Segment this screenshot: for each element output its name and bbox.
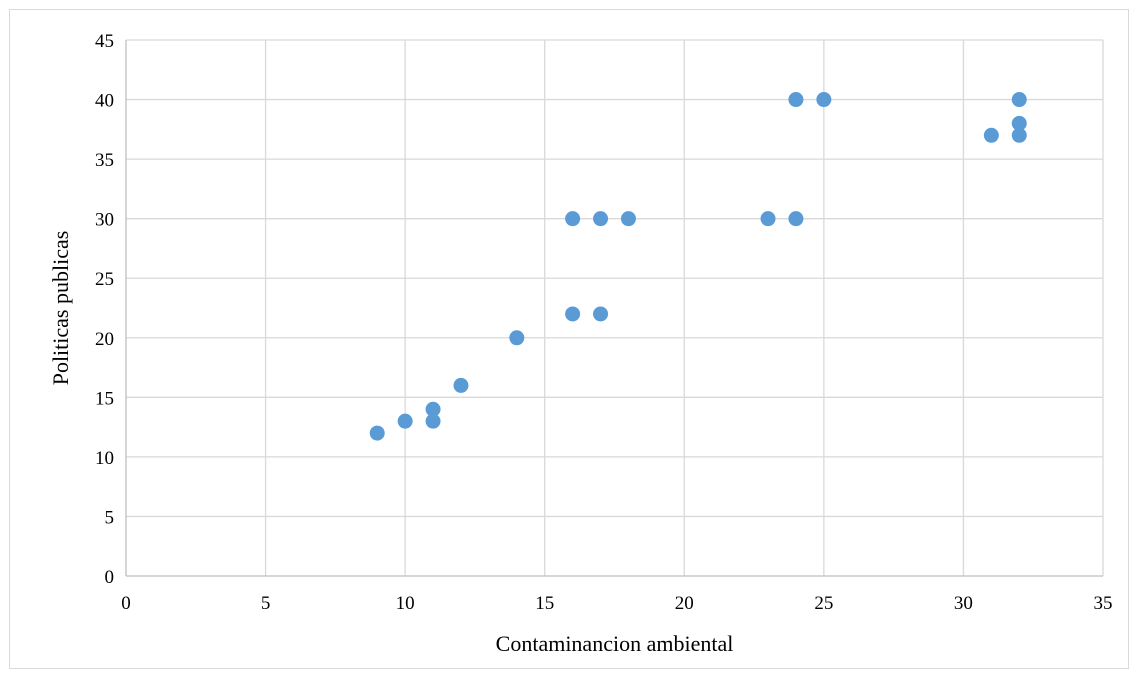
y-axis-title: Politicas publicas xyxy=(48,231,73,386)
data-point xyxy=(397,413,413,429)
y-tick-labels: 0 5 10 15 20 25 30 35 40 45 xyxy=(95,31,114,588)
data-point xyxy=(760,211,776,227)
y-tick-label: 10 xyxy=(95,448,114,469)
data-point xyxy=(788,92,804,108)
data-point xyxy=(620,211,636,227)
data-point xyxy=(425,401,441,417)
data-point xyxy=(593,306,609,322)
data-point xyxy=(593,211,609,227)
data-point xyxy=(565,306,581,322)
data-point xyxy=(453,377,469,393)
x-tick-labels: 0 5 10 15 20 25 30 35 xyxy=(121,593,1112,614)
y-tick-label: 25 xyxy=(95,269,114,290)
axes xyxy=(125,40,1103,577)
x-tick-label: 25 xyxy=(814,593,833,614)
y-tick-label: 0 xyxy=(105,567,115,588)
data-point xyxy=(983,127,999,143)
x-tick-label: 30 xyxy=(954,593,973,614)
gridlines xyxy=(126,39,1104,576)
x-tick-label: 10 xyxy=(396,593,415,614)
y-tick-label: 35 xyxy=(95,150,114,171)
x-tick-label: 20 xyxy=(675,593,694,614)
data-points xyxy=(369,92,1027,441)
data-point xyxy=(1011,127,1027,143)
y-tick-label: 5 xyxy=(105,507,115,528)
y-tick-label: 15 xyxy=(95,388,114,409)
chart-area: 0 5 10 15 20 25 30 35 0 5 10 15 20 25 30 35 40 45 Contam… xyxy=(9,9,1129,669)
x-tick-label: 5 xyxy=(261,593,271,614)
data-point xyxy=(788,211,804,227)
y-tick-label: 30 xyxy=(95,210,114,231)
data-point xyxy=(565,211,581,227)
x-tick-label: 35 xyxy=(1094,593,1113,614)
x-axis-title: Contaminancion ambiental xyxy=(496,631,734,656)
y-tick-label: 45 xyxy=(95,31,114,52)
data-point xyxy=(1011,115,1027,131)
data-point xyxy=(369,425,385,441)
x-tick-label: 15 xyxy=(535,593,554,614)
data-point xyxy=(425,413,441,429)
scatter-chart: 0 5 10 15 20 25 30 35 0 5 10 15 20 25 30 35 40 45 Contam… xyxy=(48,31,1113,656)
data-point xyxy=(816,92,832,108)
y-tick-label: 40 xyxy=(95,91,114,112)
data-point xyxy=(1011,92,1027,108)
x-tick-label: 0 xyxy=(121,593,131,614)
data-point xyxy=(509,330,525,346)
y-tick-label: 20 xyxy=(95,329,114,350)
